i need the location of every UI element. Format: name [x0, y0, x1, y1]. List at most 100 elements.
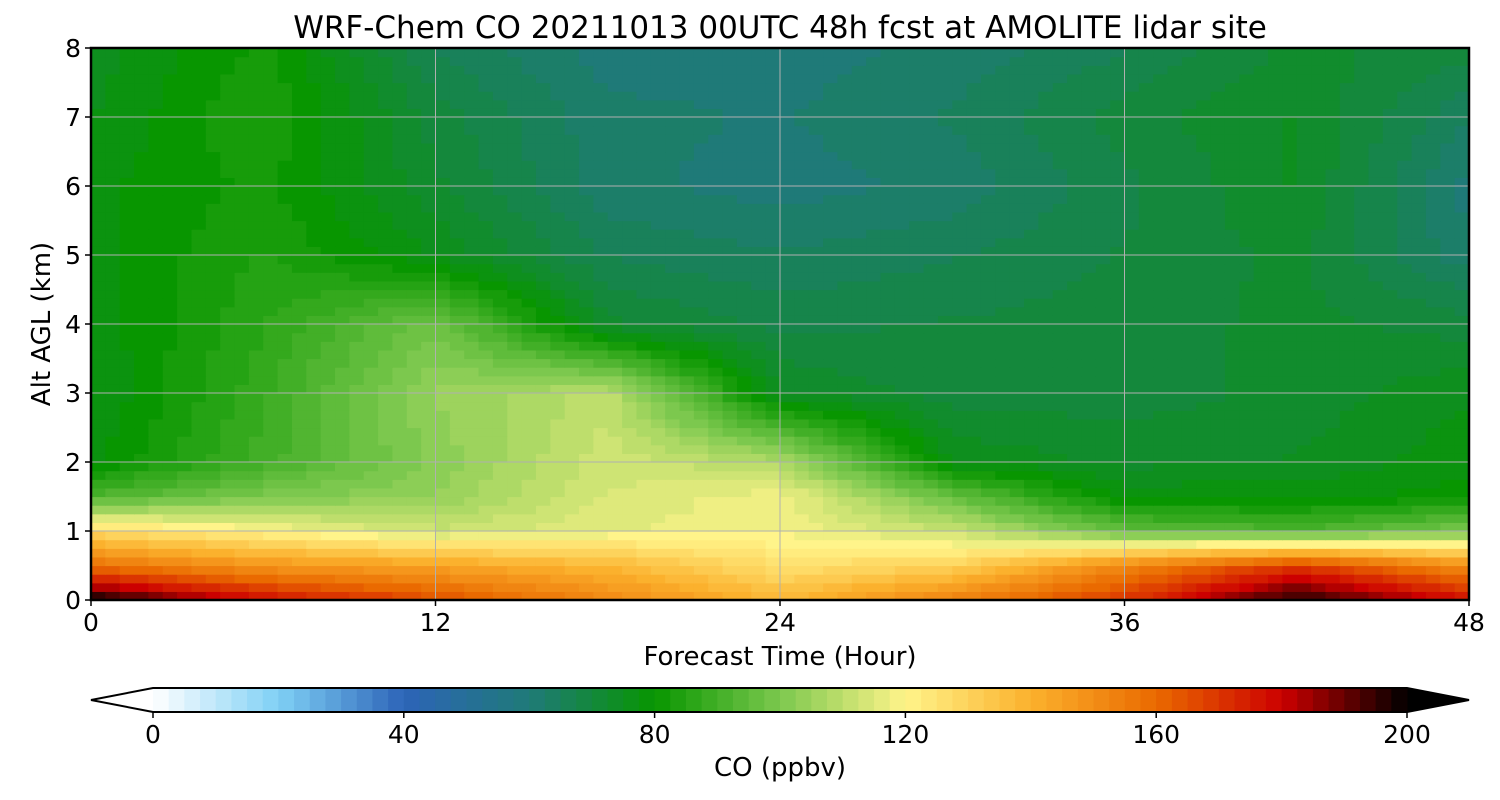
heatmap-cell [650, 496, 666, 506]
heatmap-cell [119, 298, 135, 308]
heatmap-cell [1124, 237, 1140, 247]
heatmap-cell [220, 410, 236, 420]
heatmap-cell [234, 332, 250, 342]
heatmap-cell [406, 358, 422, 368]
heatmap-cell [1167, 513, 1183, 523]
heatmap-cell [851, 522, 867, 532]
heatmap-cell [1454, 444, 1469, 454]
heatmap-cell [1210, 470, 1226, 480]
heatmap-cell [995, 367, 1011, 377]
heatmap-cell [134, 211, 150, 222]
heatmap-cell [995, 306, 1011, 316]
heatmap-cell [722, 582, 738, 592]
heatmap-cell [564, 332, 580, 342]
heatmap-cell [1454, 418, 1469, 429]
heatmap-cell [1024, 574, 1039, 584]
heatmap-cell [234, 470, 250, 480]
heatmap-cell [866, 462, 882, 472]
heatmap-cell [1354, 410, 1370, 420]
heatmap-cell [1067, 341, 1083, 351]
heatmap-cell [1124, 444, 1140, 454]
heatmap-cell [220, 531, 236, 541]
heatmap-cell [134, 246, 150, 256]
heatmap-cell [952, 289, 968, 299]
heatmap-cell [593, 298, 609, 308]
heatmap-cell [320, 410, 336, 420]
heatmap-cell [1253, 462, 1269, 472]
heatmap-cell [521, 367, 537, 377]
heatmap-cell [1339, 211, 1355, 222]
heatmap-cell [693, 574, 709, 584]
heatmap-cell [191, 246, 207, 256]
heatmap-cell [205, 375, 221, 385]
heatmap-cell [234, 280, 250, 291]
heatmap-cell [349, 487, 365, 498]
heatmap-cell [119, 246, 135, 256]
heatmap-cell [995, 582, 1011, 592]
heatmap-cell [1454, 505, 1469, 515]
heatmap-cell [564, 203, 580, 213]
heatmap-cell [995, 574, 1011, 584]
heatmap-cell [205, 229, 221, 239]
heatmap-cell [679, 315, 695, 325]
heatmap-cell [1268, 470, 1283, 480]
heatmap-cell [507, 444, 523, 454]
heatmap-cell [363, 160, 379, 170]
heatmap-cell [607, 539, 623, 549]
heatmap-cell [851, 186, 867, 196]
heatmap-cell [1339, 531, 1355, 541]
heatmap-cell [1196, 341, 1212, 351]
heatmap-cell [1038, 418, 1054, 429]
heatmap-cell [320, 203, 336, 213]
heatmap-cell [435, 289, 451, 299]
heatmap-cell [1095, 220, 1111, 230]
heatmap-cell [894, 470, 910, 480]
heatmap-cell [1009, 349, 1025, 360]
heatmap-cell [1440, 522, 1456, 532]
heatmap-cell [521, 393, 537, 403]
heatmap-cell [923, 237, 939, 247]
heatmap-cell [1153, 401, 1169, 411]
heatmap-cell [1081, 548, 1097, 558]
heatmap-cell [579, 453, 594, 463]
heatmap-cell [636, 556, 652, 567]
heatmap-cell [277, 582, 293, 592]
heatmap-cell [1282, 548, 1298, 558]
heatmap-cell [1382, 462, 1398, 472]
heatmap-cell [736, 272, 752, 282]
heatmap-cell [91, 384, 106, 394]
heatmap-cell [1268, 168, 1283, 178]
heatmap-cell [1339, 418, 1355, 429]
heatmap-cell [392, 229, 408, 239]
heatmap-cell [1024, 531, 1039, 541]
heatmap-cell [464, 436, 480, 446]
heatmap-cell [478, 272, 494, 282]
heatmap-cell [1038, 427, 1054, 437]
heatmap-cell [1124, 332, 1140, 342]
heatmap-cell [521, 487, 537, 498]
heatmap-cell [134, 142, 150, 153]
heatmap-cell [866, 220, 882, 230]
heatmap-cell [665, 229, 681, 239]
heatmap-cell [1354, 539, 1370, 549]
heatmap-cell [464, 367, 480, 377]
heatmap-cell [550, 427, 566, 437]
heatmap-cell [952, 229, 968, 239]
heatmap-cell [650, 306, 666, 316]
heatmap-cell [1224, 306, 1240, 316]
heatmap-cell [335, 522, 350, 532]
heatmap-cell [1138, 298, 1154, 308]
heatmap-cell [134, 229, 150, 239]
heatmap-cell [1167, 203, 1183, 213]
heatmap-cell [363, 393, 379, 403]
heatmap-cell [1153, 263, 1169, 273]
heatmap-cell [205, 168, 221, 178]
heatmap-cell [1368, 591, 1384, 600]
heatmap-cell [435, 548, 451, 558]
heatmap-cell [1440, 367, 1456, 377]
heatmap-cell [966, 582, 982, 592]
heatmap-cell [722, 349, 738, 360]
heatmap-cell [1067, 479, 1083, 489]
heatmap-cell [995, 401, 1011, 411]
heatmap-cell [765, 384, 781, 394]
